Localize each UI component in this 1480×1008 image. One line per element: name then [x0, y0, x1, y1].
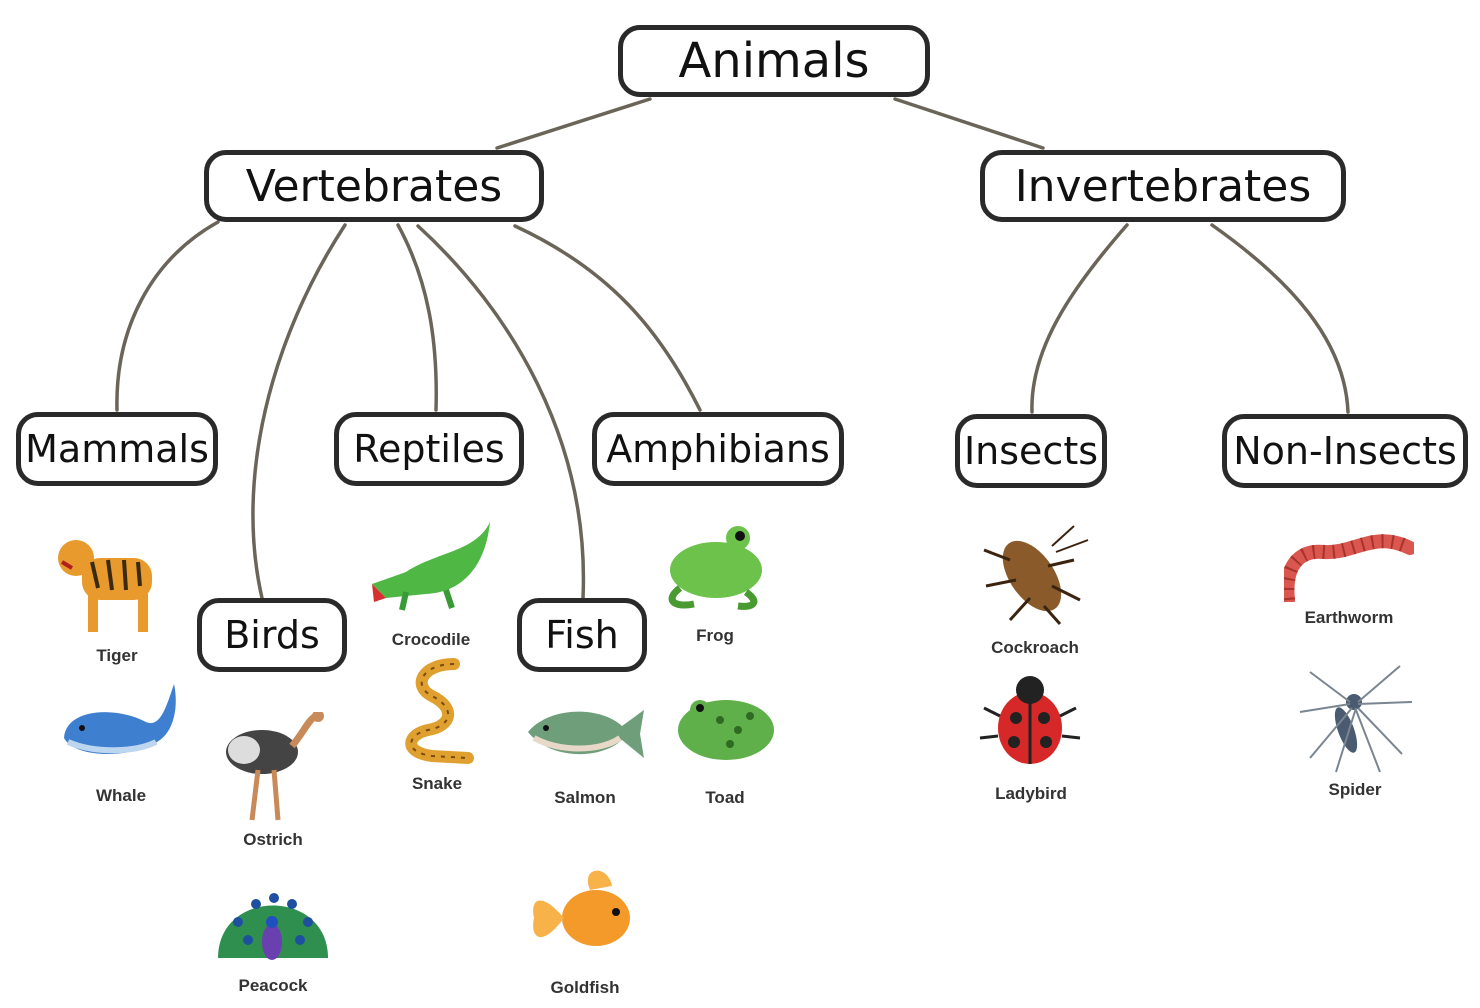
- node-insects: Insects: [955, 414, 1107, 488]
- node-vertebrates: Vertebrates: [204, 150, 544, 222]
- node-animals: Animals: [618, 25, 930, 97]
- animal-label: Tiger: [96, 646, 138, 665]
- animal-label: Whale: [95, 786, 147, 805]
- animal-label: Snake: [411, 774, 463, 793]
- animal-salmon: Salmon: [520, 670, 650, 810]
- animal-label: Ostrich: [243, 830, 303, 849]
- animal-label: Frog: [696, 626, 734, 645]
- node-non-insects: Non-Insects: [1222, 414, 1468, 488]
- edge-vertebrates-amphibians: [513, 224, 702, 412]
- animal-label: Cockroach: [991, 638, 1079, 657]
- animal-spider: Spider: [1290, 662, 1420, 802]
- edge-invertebrates-insects: [1030, 223, 1129, 414]
- animal-label: Salmon: [554, 788, 616, 807]
- edge-vertebrates-birds: [251, 223, 347, 600]
- edge-invertebrates-noninsects: [1210, 223, 1350, 414]
- animal-label: Peacock: [238, 976, 308, 995]
- node-birds: Birds: [197, 598, 347, 672]
- edge-vertebrates-fish: [416, 224, 586, 600]
- ostrich-icon: [226, 712, 324, 821]
- animal-label: Goldfish: [550, 978, 620, 997]
- animal-snake: Snake: [372, 656, 502, 796]
- node-invertebrates: Invertebrates: [980, 150, 1346, 222]
- salmon-icon: [528, 710, 644, 758]
- animal-toad: Toad: [660, 670, 790, 810]
- animal-ostrich: Ostrich: [208, 712, 338, 852]
- animal-label: Toad: [705, 788, 745, 807]
- ladybird-icon: [979, 676, 1081, 764]
- animal-label: Spider: [1328, 780, 1382, 799]
- animal-label: Crocodile: [391, 630, 471, 649]
- tiger-icon: [58, 540, 152, 632]
- animal-crocodile: Crocodile: [366, 512, 496, 652]
- animal-tiger: Tiger: [52, 528, 182, 668]
- node-amphibians: Amphibians: [592, 412, 844, 486]
- node-reptiles: Reptiles: [334, 412, 524, 486]
- animal-label: Ladybird: [995, 784, 1067, 803]
- edge-animals-vertebrates: [495, 97, 652, 150]
- edge-animals-invertebrates: [893, 97, 1045, 150]
- earthworm-icon: [1284, 534, 1414, 602]
- cockroach-icon: [983, 525, 1089, 625]
- animal-frog: Frog: [650, 508, 780, 648]
- edge-vertebrates-reptiles: [396, 223, 438, 412]
- crocodile-icon: [372, 522, 490, 611]
- node-fish: Fish: [517, 598, 647, 672]
- animal-label: Earthworm: [1304, 608, 1394, 627]
- snake-icon: [405, 658, 474, 764]
- animal-earthworm: Earthworm: [1284, 490, 1414, 630]
- toad-icon: [678, 700, 774, 760]
- animal-peacock: Peacock: [208, 858, 338, 998]
- edge-vertebrates-mammals: [115, 220, 220, 412]
- animal-cockroach: Cockroach: [970, 520, 1100, 660]
- animal-whale: Whale: [56, 668, 186, 808]
- node-mammals: Mammals: [16, 412, 218, 486]
- goldfish-icon: [533, 870, 630, 946]
- frog-icon: [668, 526, 762, 610]
- spider-icon: [1299, 665, 1413, 773]
- whale-icon: [64, 684, 176, 754]
- peacock-icon: [218, 893, 328, 960]
- animal-goldfish: Goldfish: [520, 860, 650, 1000]
- animal-ladybird: Ladybird: [966, 666, 1096, 806]
